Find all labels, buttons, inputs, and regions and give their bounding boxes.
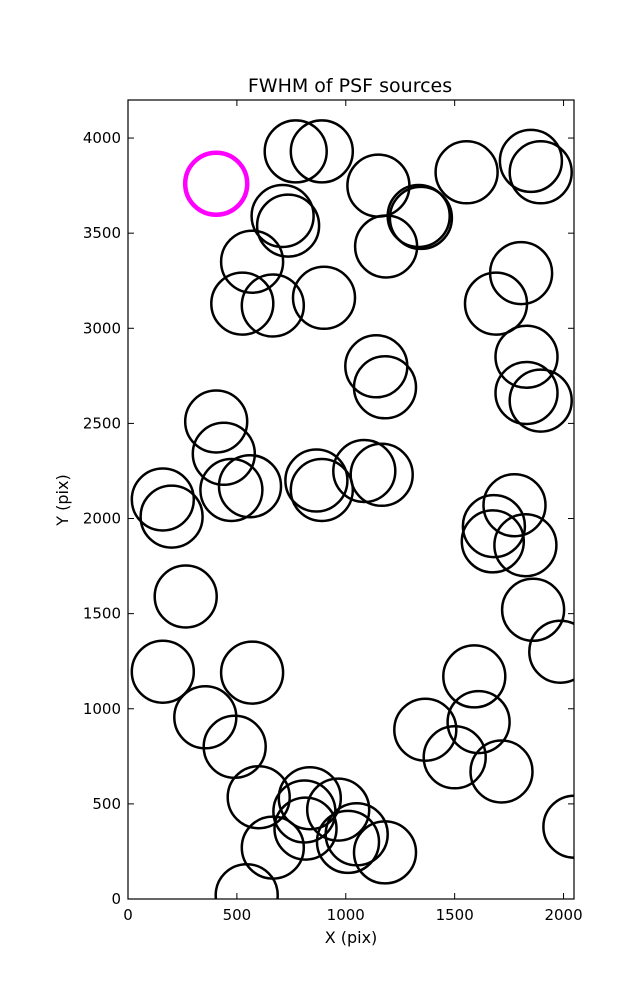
psf-source-marker (250, 183, 315, 249)
psf-source-marker (332, 438, 397, 504)
psf-source-marker (494, 324, 559, 390)
psf-source-marker (284, 448, 349, 513)
psf-source-marker (273, 796, 338, 861)
psf-source-marker (139, 484, 204, 549)
psf-source-marker (460, 509, 526, 574)
psf-source-marker (289, 457, 355, 523)
psf-source-marker (210, 271, 275, 336)
psf-source-marker (353, 214, 419, 279)
psf-source-marker (498, 128, 564, 194)
psf-source-marker (434, 140, 499, 205)
psf-source-marker (494, 360, 559, 426)
psf-source-marker (493, 512, 558, 578)
highlight-marker (182, 150, 250, 217)
psf-source-marker (542, 794, 574, 859)
y-tick-label: 500 (92, 795, 121, 813)
psf-source-marker (500, 577, 566, 643)
y-tick-label: 1500 (83, 605, 121, 623)
x-tick-label: 2000 (544, 906, 582, 924)
psf-source-marker (226, 764, 291, 830)
psf-source-marker (388, 185, 454, 251)
y-tick-label: 3500 (83, 224, 121, 242)
psf-source-marker (199, 457, 264, 523)
psf-source-marker (463, 271, 529, 336)
psf-source-marker (217, 453, 283, 519)
psf-source-marker (508, 140, 573, 205)
psf-source-marker (508, 368, 573, 433)
psf-source-marker (346, 153, 411, 218)
psf-source-marker (352, 355, 418, 420)
psf-source-marker (291, 265, 357, 331)
y-tick-label: 0 (111, 890, 121, 908)
psf-source-marker (315, 809, 381, 875)
psf-source-marker (352, 820, 418, 885)
psf-source-marker (528, 619, 574, 684)
psf-source-marker (153, 564, 218, 629)
markers-group (130, 119, 574, 899)
y-tick-label: 4000 (83, 129, 121, 147)
psf-source-marker (482, 472, 547, 538)
psf-source-marker (305, 777, 371, 842)
chart-title: FWHM of PSF sources (248, 75, 452, 97)
y-axis-label: Y (pix) (53, 474, 72, 526)
psf-source-marker (240, 273, 306, 338)
psf-source-marker (219, 229, 285, 294)
psf-source-marker (461, 493, 527, 559)
x-axis-label: X (pix) (325, 928, 378, 947)
psf-source-marker (263, 119, 328, 184)
psf-source-marker (446, 689, 511, 755)
psf-source-marker (349, 442, 414, 508)
ticks-group: 0 500 1000 1500 2000 0 500 1000 1500 2000 2500 3000… (83, 100, 583, 924)
psf-source-marker (130, 639, 196, 704)
psf-source-marker (130, 467, 196, 532)
psf-source-marker (422, 725, 487, 790)
plot-frame (127, 99, 575, 900)
y-tick-label: 1000 (83, 700, 121, 718)
x-tick-label: 1500 (436, 906, 474, 924)
psf-source-marker (289, 119, 355, 184)
x-tick-label: 500 (223, 906, 252, 924)
x-tick-label: 1000 (327, 906, 365, 924)
psf-source-marker (469, 739, 534, 804)
y-tick-label: 2000 (83, 510, 121, 528)
y-tick-label: 2500 (83, 414, 121, 432)
psf-source-marker (191, 421, 257, 487)
y-tick-label: 3000 (83, 319, 121, 337)
psf-source-marker (183, 389, 249, 454)
psf-source-marker (442, 644, 507, 709)
x-tick-label: 0 (123, 906, 133, 924)
psf-source-marker (255, 193, 321, 258)
psf-source-marker (173, 685, 238, 750)
psf-source-marker (219, 640, 285, 705)
psf-source-marker (277, 765, 343, 831)
psf-source-marker (393, 697, 458, 762)
psf-source-marker (214, 862, 279, 899)
